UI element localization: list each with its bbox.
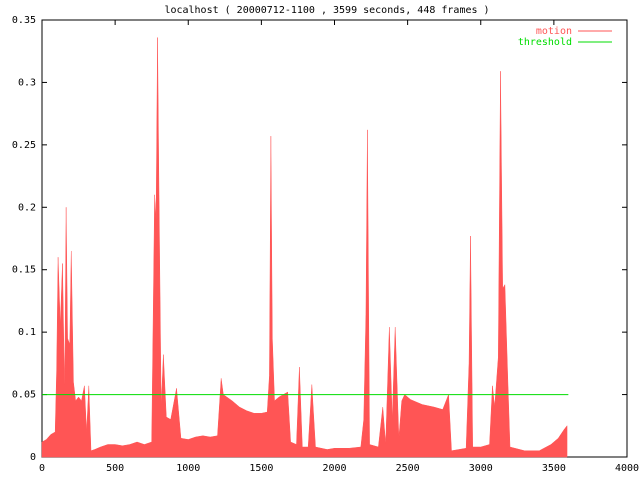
y-tick-label: 0.35 bbox=[12, 15, 36, 26]
y-tick-label: 0.3 bbox=[18, 77, 36, 88]
x-tick-label: 2000 bbox=[322, 463, 346, 474]
x-tick-label: 3500 bbox=[542, 463, 566, 474]
chart-title: localhost ( 20000712-1100 , 3599 seconds… bbox=[164, 5, 489, 16]
x-tick-label: 1000 bbox=[176, 463, 200, 474]
x-tick-label: 2500 bbox=[396, 463, 420, 474]
legend-label: threshold bbox=[518, 37, 572, 48]
y-tick-label: 0.25 bbox=[12, 140, 36, 151]
y-tick-label: 0.1 bbox=[18, 327, 36, 338]
x-tick-label: 500 bbox=[106, 463, 124, 474]
legend-label: motion bbox=[536, 26, 572, 37]
y-tick-label: 0.2 bbox=[18, 202, 36, 213]
y-tick-label: 0 bbox=[30, 452, 36, 463]
x-tick-label: 3000 bbox=[469, 463, 493, 474]
motion-area bbox=[41, 37, 568, 458]
y-tick-label: 0.05 bbox=[12, 390, 36, 401]
x-tick-label: 4000 bbox=[615, 463, 639, 474]
plot-frame bbox=[41, 19, 628, 458]
x-tick-label: 0 bbox=[39, 463, 45, 474]
y-tick-label: 0.15 bbox=[12, 265, 36, 276]
x-tick-label: 1500 bbox=[249, 463, 273, 474]
